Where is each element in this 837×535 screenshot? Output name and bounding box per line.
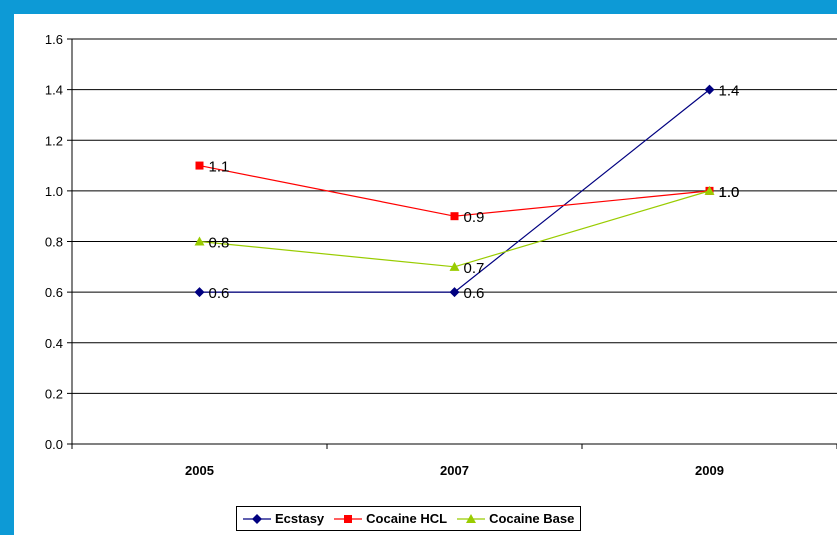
- ecstasy-point: [704, 84, 715, 95]
- y-tick-label: 1.6: [45, 32, 63, 47]
- legend-swatch-cocaine-hcl: [334, 514, 363, 523]
- chart-frame: 0.0 0.2 0.4 0.6 0.8 1.0 1.2 1.4 1.6 2005 2007 2009 …: [14, 14, 837, 535]
- cocaine-hcl-data-label: 1.0: [719, 184, 740, 201]
- legend-label: Cocaine HCL: [366, 511, 448, 526]
- y-tick-label: 1.2: [45, 133, 63, 148]
- ecstasy-data-label: 0.6: [464, 285, 485, 302]
- legend-item-ecstasy: Ecstasy: [243, 511, 324, 526]
- cocaine-base-point: [704, 185, 715, 195]
- cocaine-base-data-label: 0.8: [209, 235, 230, 252]
- legend-item-cocaine-base: Cocaine Base: [457, 511, 574, 526]
- y-tick-label: 0.8: [45, 235, 63, 250]
- legend-label: Cocaine Base: [489, 511, 575, 526]
- x-tick-label: 2007: [440, 463, 469, 478]
- cocaine-base-point: [194, 236, 205, 246]
- legend-marker: [252, 513, 262, 524]
- legend-marker: [466, 513, 477, 523]
- series: [194, 84, 715, 298]
- y-tick-label: 0.2: [45, 386, 63, 401]
- cocaine-hcl-point: [450, 212, 459, 221]
- y-tick-label: 0.0: [45, 437, 63, 452]
- y-tick-label: 0.6: [45, 285, 63, 300]
- ecstasy-point: [449, 287, 460, 298]
- axes: 0.0 0.2 0.4 0.6 0.8 1.0 1.2 1.4 1.6 2005 2007 2009: [45, 32, 837, 478]
- cocaine-base-data-label: 1.0: [719, 184, 740, 201]
- cocaine-base-data-label: 0.7: [464, 260, 485, 277]
- ecstasy-point: [194, 287, 205, 298]
- x-tick-label: 2005: [185, 463, 214, 478]
- cocaine-hcl-data-label: 0.9: [464, 209, 485, 226]
- y-tick-label: 0.4: [45, 336, 63, 351]
- cocaine-base-point: [449, 261, 460, 271]
- legend-item-cocaine-hcl: Cocaine HCL: [334, 511, 447, 526]
- y-tick-label: 1.4: [45, 83, 63, 98]
- x-tick-label: 2009: [695, 463, 724, 478]
- y-tick-label: 1.0: [45, 184, 63, 199]
- cocaine-hcl-point: [195, 161, 204, 170]
- legend-swatch-cocaine-base: [457, 513, 486, 523]
- data-labels: 0.6 0.61.41.10.91.00.80.71.0: [209, 83, 740, 303]
- legend: Ecstasy Cocaine HCL Cocaine Base: [236, 506, 582, 531]
- legend-swatch-ecstasy: [243, 513, 271, 524]
- cocaine-base-line: [199, 190, 710, 268]
- ecstasy-data-label: 1.4: [719, 83, 740, 100]
- ecstasy-data-label: 0.6: [209, 285, 230, 302]
- cocaine-hcl-data-label: 1.1: [209, 159, 230, 176]
- legend-label: Ecstasy: [275, 511, 325, 526]
- legend-marker: [344, 514, 353, 523]
